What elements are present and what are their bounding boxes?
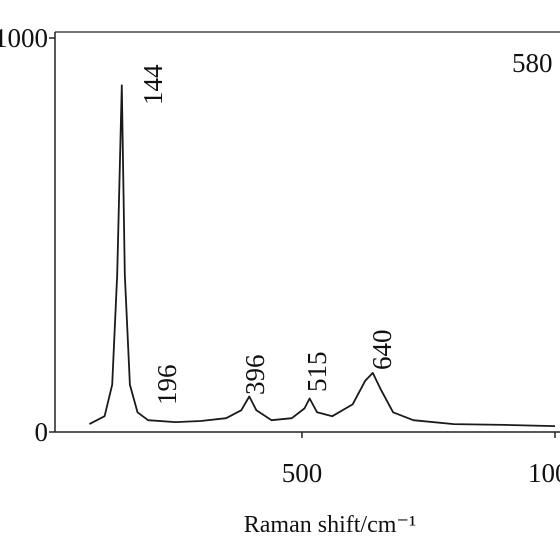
y-tick-label: 0 — [35, 417, 49, 447]
peak-label: 580 — [512, 48, 553, 78]
spectrum-line — [88, 84, 556, 427]
peak-label: 396 — [240, 355, 270, 396]
x-tick-label: 500 — [282, 458, 323, 488]
x-axis-label: Raman shift/cm⁻¹ — [244, 512, 417, 538]
peak-label: 640 — [367, 330, 397, 371]
peak-label: 196 — [152, 365, 182, 406]
y-tick-label: 1000 — [0, 23, 48, 53]
peak-label: 515 — [302, 352, 332, 393]
x-tick-label: 1000 — [528, 458, 560, 488]
peak-label: 144 — [138, 64, 168, 105]
